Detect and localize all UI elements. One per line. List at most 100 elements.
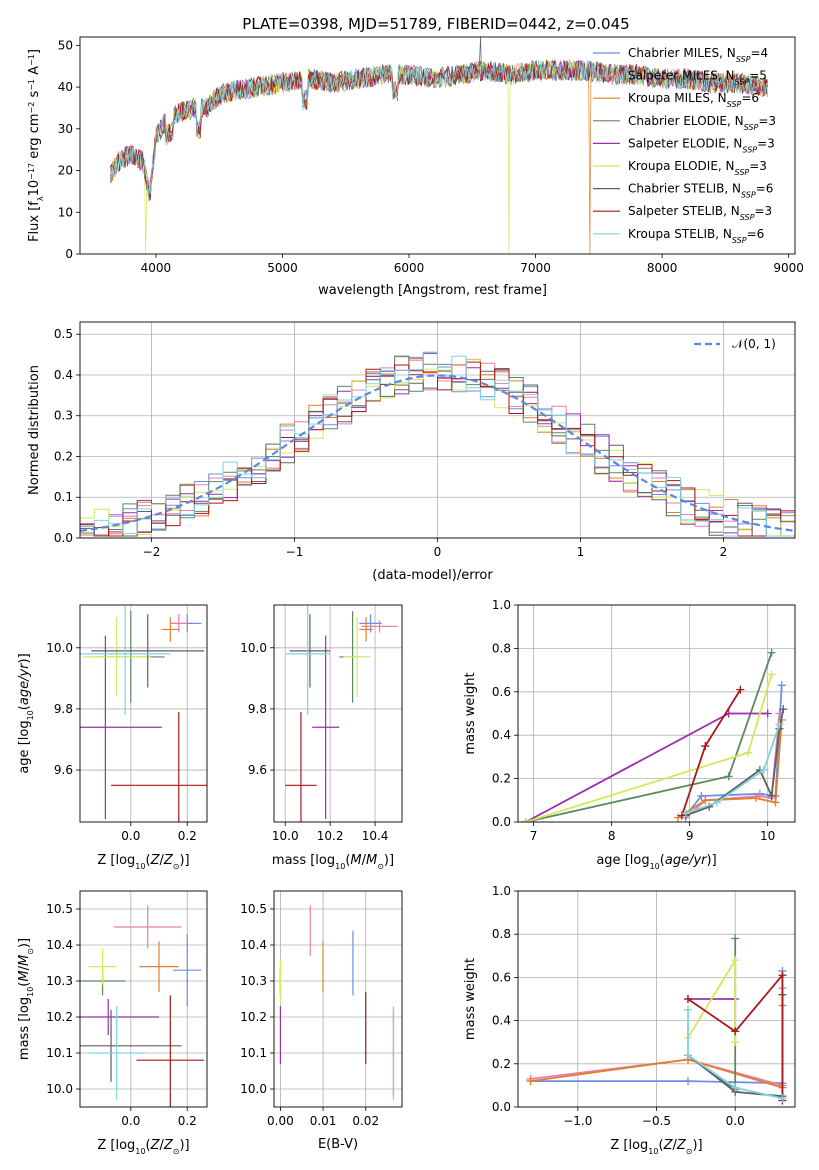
series-marker bbox=[744, 748, 753, 757]
series-marker bbox=[778, 971, 787, 980]
legend: Chabrier MILES, NSSP=4 Salpeter MILES, NS… bbox=[593, 46, 776, 244]
x-tick-label: −2 bbox=[143, 545, 161, 559]
y-tick-label: 9.8 bbox=[54, 702, 73, 716]
series-marker bbox=[731, 1038, 740, 1047]
series-marker bbox=[526, 1077, 535, 1086]
y-tick-label: 1.0 bbox=[492, 598, 511, 612]
x-tick-label: −1.0 bbox=[563, 1114, 592, 1128]
x-tick-label: 4000 bbox=[141, 261, 172, 275]
series-marker bbox=[751, 794, 760, 803]
panel-age_vs_mass_weight: 7 8 9 10 0.0 0.2 0.4 0.6 0.8 1.0 age [log10(age/yr… bbox=[463, 598, 796, 871]
axes-frame bbox=[79, 36, 796, 255]
series-marker bbox=[763, 709, 772, 718]
series-marker bbox=[767, 648, 776, 657]
spectrum-line-7 bbox=[110, 58, 768, 200]
x-tick-label: 10 bbox=[760, 829, 775, 843]
y-tick-label: 9.6 bbox=[54, 763, 73, 777]
axes-frame bbox=[517, 604, 796, 823]
series-marker bbox=[778, 1094, 787, 1103]
x-tick-label: 0.2 bbox=[178, 829, 197, 843]
panel-EBV_vs_mass: 0.00 0.01 0.02 10.0 10.1 10.2 10.3 10.4 10.5 E(B-… bbox=[240, 890, 403, 1152]
plot-content bbox=[110, 37, 768, 254]
series-marker bbox=[697, 791, 706, 800]
series-line-7 bbox=[687, 972, 784, 1101]
y-tick-label: 10.0 bbox=[46, 641, 73, 655]
series-marker bbox=[771, 798, 780, 807]
y-tick-label: 10.2 bbox=[46, 1010, 73, 1024]
y-tick-label: 0.4 bbox=[492, 728, 511, 742]
series-line-8 bbox=[685, 724, 781, 815]
y-tick-label: 0.4 bbox=[492, 1014, 511, 1028]
y-tick-label: 10.3 bbox=[240, 974, 267, 988]
y-tick-label: 0.2 bbox=[492, 772, 511, 786]
series-line-8 bbox=[687, 1009, 783, 1100]
histogram-8 bbox=[80, 352, 795, 537]
x-tick-label: 1 bbox=[577, 545, 585, 559]
y-tick-label: 10.0 bbox=[240, 1082, 267, 1096]
panel-mass_vs_age: 10.0 10.2 10.4 9.6 9.8 10.0 mass [log10(M/M⊙)] bbox=[240, 604, 403, 871]
x-tick-label: 10.2 bbox=[317, 829, 344, 843]
histogram-6 bbox=[80, 368, 795, 537]
legend-label: Salpeter MILES, NSSP=5 bbox=[628, 69, 767, 87]
legend-label: Kroupa MILES, NSSP=6 bbox=[628, 91, 759, 109]
y-tick-label: 0.4 bbox=[54, 368, 73, 382]
series-marker bbox=[777, 681, 786, 690]
series-marker bbox=[731, 956, 740, 965]
y-tick-label: 0.5 bbox=[54, 327, 73, 341]
figure-title: PLATE=0398, MJD=51789, FIBERID=0442, z=0… bbox=[242, 15, 629, 33]
x-tick-label: 0.01 bbox=[310, 1114, 337, 1128]
legend-label: Chabrier MILES, NSSP=4 bbox=[628, 46, 768, 64]
x-tick-label: 0.0 bbox=[121, 1114, 140, 1128]
spectrum-line-8 bbox=[110, 58, 768, 197]
series-line-6 bbox=[685, 709, 785, 817]
y-tick-label: 0.2 bbox=[54, 449, 73, 463]
y-tick-label: 0.1 bbox=[54, 490, 73, 504]
axes-frame bbox=[79, 604, 208, 823]
x-axis-label: mass [log10(M/M⊙)] bbox=[272, 853, 394, 871]
x-tick-label: 0.0 bbox=[121, 829, 140, 843]
x-tick-label: −0.5 bbox=[642, 1114, 671, 1128]
y-tick-label: 10.5 bbox=[240, 902, 267, 916]
x-tick-label: 10.0 bbox=[272, 829, 299, 843]
y-tick-label: 0.3 bbox=[54, 409, 73, 423]
x-axis-label: Z [log10(Z/Z⊙)] bbox=[97, 853, 189, 871]
y-axis-label: age [log10(age/yr)] bbox=[17, 653, 35, 773]
plot-area: 4000 5000 6000 7000 8000 900001020304050Chabr… bbox=[17, 36, 804, 1156]
y-tick-label: 0.0 bbox=[492, 1100, 511, 1114]
axes-frame bbox=[79, 321, 796, 539]
plot-content bbox=[80, 351, 795, 537]
y-tick-label: 0 bbox=[65, 247, 73, 261]
y-tick-label: 30 bbox=[58, 122, 73, 136]
x-tick-label: 0.2 bbox=[178, 1114, 197, 1128]
plot-content bbox=[526, 934, 787, 1105]
legend-label: Chabrier STELIB, NSSP=6 bbox=[628, 182, 773, 200]
series-marker bbox=[683, 1077, 692, 1086]
y-tick-label: 10.2 bbox=[240, 1010, 267, 1024]
series-marker bbox=[521, 818, 530, 822]
series-marker bbox=[731, 934, 740, 943]
series-marker bbox=[712, 798, 721, 807]
x-tick-label: 0 bbox=[434, 545, 442, 559]
axes-frame bbox=[79, 890, 208, 1108]
series-marker bbox=[683, 1051, 692, 1060]
x-tick-label: 7 bbox=[530, 829, 538, 843]
series-marker bbox=[767, 670, 776, 679]
x-tick-label: 9000 bbox=[773, 261, 804, 275]
y-tick-label: 0.6 bbox=[492, 685, 511, 699]
y-tick-label: 10.4 bbox=[240, 938, 267, 952]
y-tick-label: 0.6 bbox=[492, 970, 511, 984]
legend-label: 𝒩(0, 1) bbox=[732, 337, 776, 351]
axes-frame bbox=[273, 890, 403, 1108]
x-tick-label: 5000 bbox=[267, 261, 298, 275]
panel-Z_vs_mass_weight: −1.0 −0.5 0.0 0.0 0.2 0.4 0.6 0.8 1.0 Z [log10(Z/… bbox=[463, 884, 796, 1156]
series-marker bbox=[681, 809, 690, 818]
x-tick-label: 0.0 bbox=[726, 1114, 745, 1128]
x-tick-label: 10.4 bbox=[362, 829, 389, 843]
x-tick-label: 8000 bbox=[647, 261, 678, 275]
series-marker bbox=[683, 995, 692, 1003]
legend-label: Salpeter STELIB, NSSP=3 bbox=[628, 204, 772, 222]
series-marker bbox=[724, 772, 733, 781]
series-marker bbox=[779, 705, 788, 714]
legend-label: Kroupa ELODIE, NSSP=3 bbox=[628, 159, 767, 177]
